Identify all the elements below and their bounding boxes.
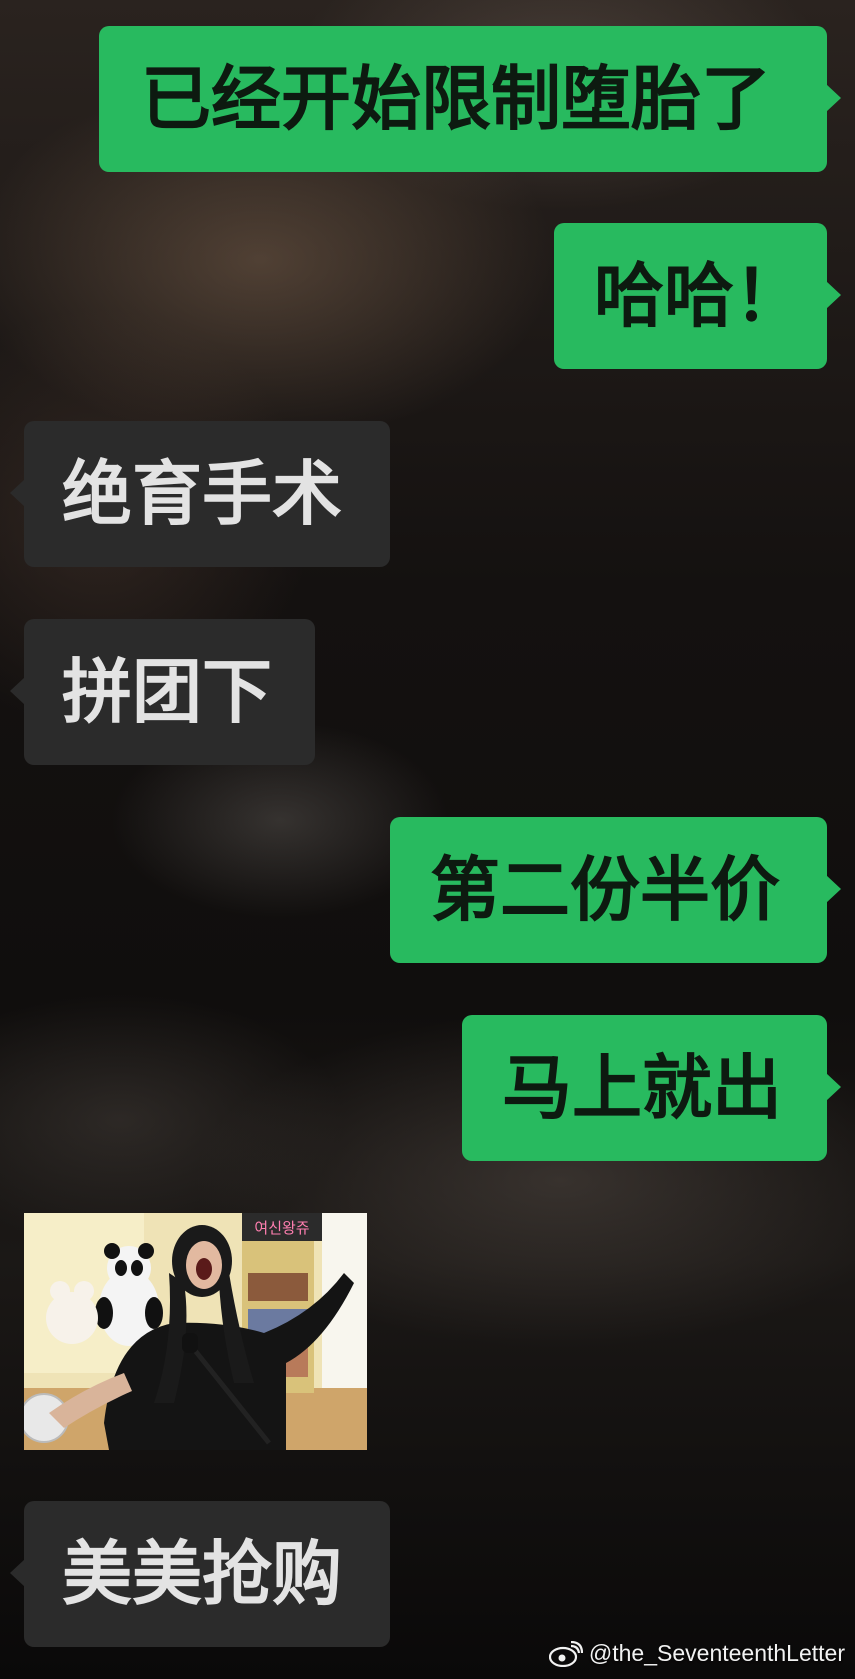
weibo-icon [548,1640,583,1667]
message-bubble-received[interactable]: 绝育手术 [10,421,390,567]
watermark-text: @the_SeventeenthLetter [588,1640,845,1666]
message-image-gif[interactable]: 여신왕쥬 [24,1213,367,1450]
message-bubble-received[interactable]: 拼团下 [10,619,315,765]
message-text: 拼团下 [62,651,272,733]
message-text: 绝育手术 [62,453,342,535]
message-bubble-sent[interactable]: 哈哈！ [554,223,841,369]
sign-text: 여신왕쥬 [254,1219,309,1237]
watermark: @the_SeventeenthLetter [548,1640,845,1667]
message-text: 哈哈！ [594,255,804,337]
message-bubble-received[interactable]: 美美抢购 [10,1501,390,1647]
message-text: 已经开始限制堕胎了 [141,58,771,140]
message-bubble-sent[interactable]: 第二份半价 [390,817,841,963]
screaming-woman-image: 여신왕쥬 [24,1213,367,1450]
message-text: 美美抢购 [62,1533,342,1615]
message-text: 第二份半价 [430,849,780,931]
message-text: 马上就出 [502,1047,782,1129]
message-bubble-sent[interactable]: 马上就出 [462,1015,841,1161]
message-bubble-sent[interactable]: 已经开始限制堕胎了 [99,26,841,172]
